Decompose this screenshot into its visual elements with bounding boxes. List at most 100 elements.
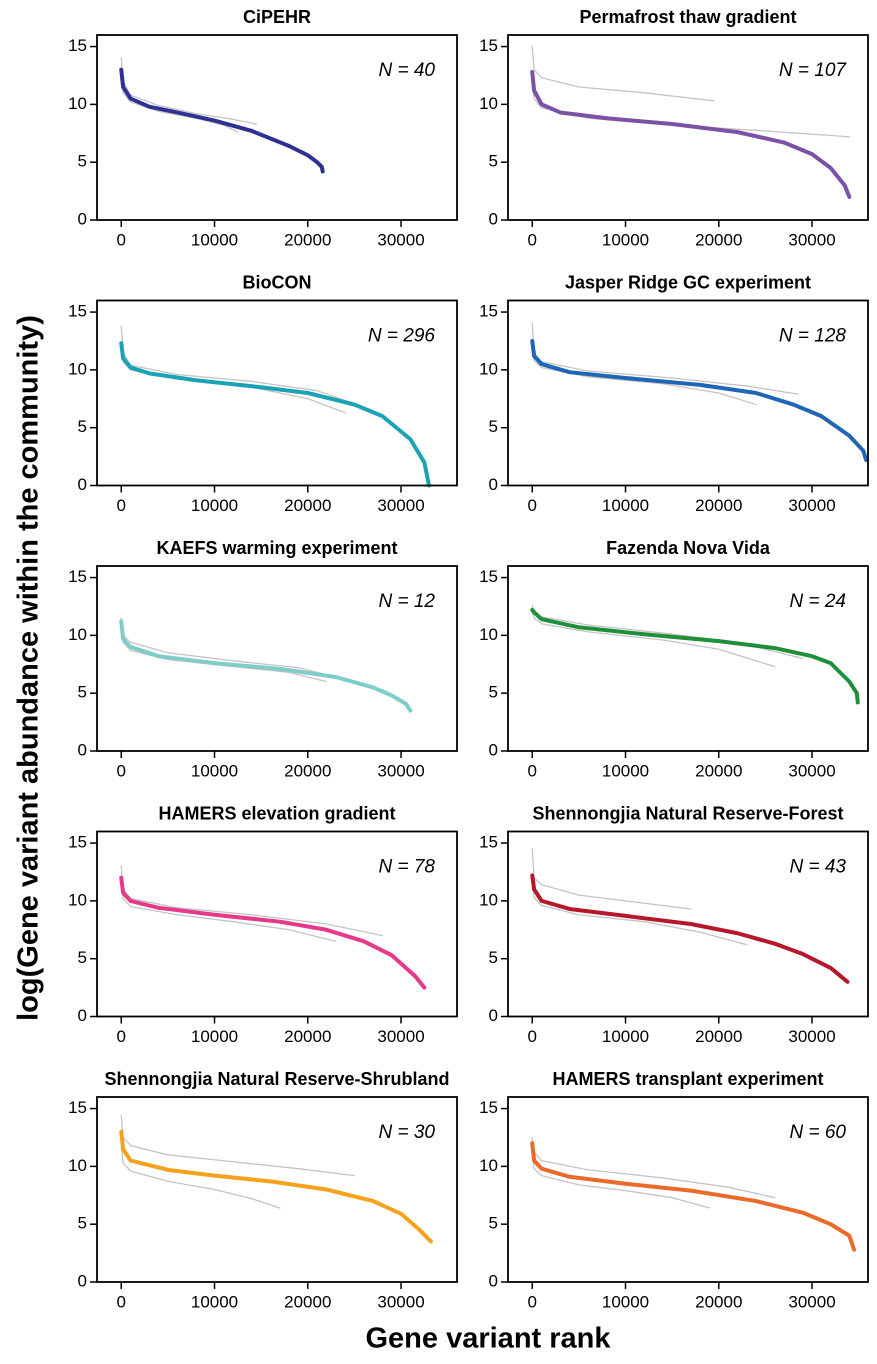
y-tick-label: 15 xyxy=(479,36,498,55)
line-series xyxy=(530,607,860,705)
plot-frame xyxy=(507,565,869,752)
y-tick-label: 10 xyxy=(68,359,87,378)
x-tick-label: 10000 xyxy=(191,1027,238,1046)
y-tick-label: 10 xyxy=(68,1156,87,1175)
panel-title: Shennongjia Natural Reserve-Forest xyxy=(532,803,843,823)
y-axis-label: log(Gene variant abundance within the co… xyxy=(13,315,45,1021)
x-tick-label: 20000 xyxy=(284,1292,331,1311)
line-series xyxy=(530,1141,857,1252)
plot-frame xyxy=(96,299,458,487)
sample-size: N = 60 xyxy=(789,1122,846,1143)
line-series xyxy=(531,1154,711,1209)
line-series xyxy=(531,848,692,910)
y-tick-label: 15 xyxy=(68,302,87,321)
x-tick-label: 30000 xyxy=(788,230,835,249)
panel-title: Fazenda Nova Vida xyxy=(606,538,771,558)
x-tick-label: 20000 xyxy=(284,496,331,515)
y-tick-label: 10 xyxy=(68,625,87,644)
y-tick-label: 5 xyxy=(489,1214,498,1233)
x-tick-label: 20000 xyxy=(695,761,742,780)
y-tick-label: 5 xyxy=(78,417,87,436)
panel-title: CiPEHR xyxy=(243,7,311,27)
x-tick-label: 30000 xyxy=(377,496,424,515)
line-series xyxy=(531,80,850,138)
y-tick-label: 0 xyxy=(489,1006,498,1025)
x-tick-label: 10000 xyxy=(191,761,238,780)
plot-frame xyxy=(96,830,458,1018)
x-tick-label: 0 xyxy=(117,496,126,515)
x-tick-label: 30000 xyxy=(788,1292,835,1311)
y-tick-label: 0 xyxy=(489,209,498,228)
y-tick-label: 15 xyxy=(479,1098,498,1117)
y-tick-label: 10 xyxy=(479,625,498,644)
line-series xyxy=(120,1144,281,1209)
line-series xyxy=(120,882,337,942)
panel-title: Shennongjia Natural Reserve-Shrubland xyxy=(104,1069,449,1089)
y-tick-label: 0 xyxy=(489,740,498,759)
x-tick-label: 10000 xyxy=(602,496,649,515)
plot-frame xyxy=(507,1096,869,1283)
x-tick-label: 30000 xyxy=(788,761,835,780)
x-tick-label: 0 xyxy=(528,1027,537,1046)
line-series xyxy=(530,70,852,199)
y-tick-label: 5 xyxy=(489,683,498,702)
y-tick-label: 0 xyxy=(78,1006,87,1025)
y-tick-label: 15 xyxy=(68,567,87,586)
plot-frame xyxy=(96,34,458,221)
plot-frame xyxy=(507,830,869,1018)
x-tick-label: 10000 xyxy=(191,1292,238,1311)
sample-size: N = 40 xyxy=(378,60,435,81)
line-series xyxy=(120,617,342,679)
line-series xyxy=(531,611,776,668)
plot-frame xyxy=(507,34,869,221)
plot-frame xyxy=(507,299,869,487)
line-series xyxy=(119,875,427,990)
y-tick-label: 10 xyxy=(479,94,498,113)
x-tick-label: 10000 xyxy=(602,1292,649,1311)
line-series xyxy=(120,625,328,683)
y-tick-label: 15 xyxy=(68,36,87,55)
sample-size: N = 107 xyxy=(779,60,848,81)
y-tick-label: 15 xyxy=(68,1098,87,1117)
x-axis-label: Gene variant rank xyxy=(366,1323,612,1355)
y-tick-label: 15 xyxy=(68,833,87,852)
x-tick-label: 20000 xyxy=(284,761,331,780)
x-tick-label: 10000 xyxy=(602,230,649,249)
y-tick-label: 5 xyxy=(78,683,87,702)
x-tick-label: 20000 xyxy=(284,230,331,249)
x-tick-label: 10000 xyxy=(602,1027,649,1046)
sample-size: N = 24 xyxy=(789,591,846,612)
panel-title: HAMERS elevation gradient xyxy=(158,803,395,823)
y-tick-label: 5 xyxy=(78,152,87,171)
x-tick-label: 20000 xyxy=(695,496,742,515)
sample-size: N = 30 xyxy=(378,1122,435,1143)
x-tick-label: 30000 xyxy=(788,1027,835,1046)
line-series xyxy=(120,865,384,937)
y-tick-label: 5 xyxy=(489,417,498,436)
x-tick-label: 30000 xyxy=(377,1292,424,1311)
x-tick-label: 30000 xyxy=(377,1027,424,1046)
sample-size: N = 296 xyxy=(368,326,436,347)
line-series xyxy=(530,338,869,463)
sample-size: N = 43 xyxy=(789,857,846,878)
x-tick-label: 10000 xyxy=(191,230,238,249)
x-tick-label: 10000 xyxy=(602,761,649,780)
x-tick-label: 30000 xyxy=(377,761,424,780)
y-tick-label: 10 xyxy=(479,890,498,909)
x-tick-label: 30000 xyxy=(377,230,424,249)
line-series xyxy=(531,882,748,946)
x-tick-label: 0 xyxy=(117,761,126,780)
sample-size: N = 128 xyxy=(779,326,847,347)
x-tick-label: 10000 xyxy=(191,496,238,515)
y-tick-label: 15 xyxy=(479,302,498,321)
y-tick-label: 15 xyxy=(479,833,498,852)
y-tick-label: 0 xyxy=(489,1271,498,1290)
sample-size: N = 78 xyxy=(378,857,435,878)
x-tick-label: 30000 xyxy=(788,496,835,515)
line-series xyxy=(119,619,413,713)
x-tick-label: 0 xyxy=(528,761,537,780)
panel-title: BioCON xyxy=(243,272,312,292)
y-tick-label: 0 xyxy=(78,209,87,228)
y-tick-label: 5 xyxy=(489,948,498,967)
